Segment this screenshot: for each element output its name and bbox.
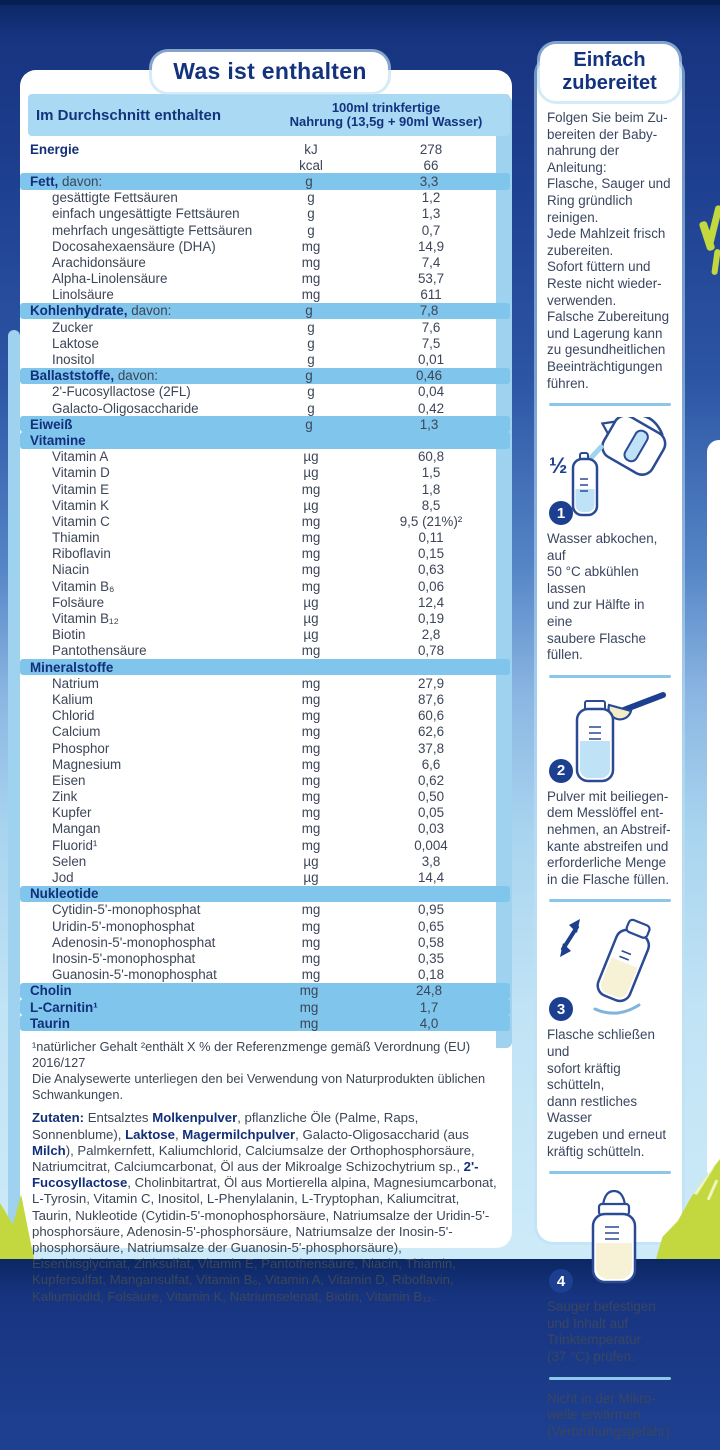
table-row: mehrfach ungesättigte Fettsäuren g 0,7 xyxy=(52,222,441,238)
table-row: Kalium mg 87,6 xyxy=(52,691,445,707)
table-row: Calcium mg 62,6 xyxy=(52,724,445,740)
table-row: Cytidin-5'-monophosphat mg 0,95 xyxy=(52,902,445,918)
table-row: Uridin-5'-monophosphat mg 0,65 xyxy=(52,918,445,934)
preparation-panel: Folgen Sie beim Zu- bereiten der Baby- n… xyxy=(537,58,682,1439)
table-header-value: 100ml trinkfertige Nahrung (13,5g + 90ml… xyxy=(289,99,483,129)
table-row: Nukleotide xyxy=(20,885,510,902)
divider xyxy=(549,403,671,407)
table-row: gesättigte Fettsäuren g 1,2 xyxy=(52,190,441,206)
prep-step-4-figure: 4 xyxy=(547,1185,673,1295)
table-row: Guanosin-5'-monophosphat mg 0,18 xyxy=(52,967,445,983)
kettle-pour-icon: ½ xyxy=(549,413,667,517)
step-number-badge: 2 xyxy=(549,758,573,783)
prep-step-1-figure: ½ 1 xyxy=(547,413,673,527)
table-row: Adenosin-5'-monophosphat mg 0,58 xyxy=(52,934,445,950)
table-row: kcal 66 xyxy=(299,157,439,173)
table-row: Alpha-Linolensäure mg 53,7 xyxy=(52,271,445,287)
table-row: Vitamin B₁₂ µg 0,19 xyxy=(52,611,445,627)
step-number-badge: 3 xyxy=(549,997,573,1022)
table-row: Inositol g 0,01 xyxy=(52,352,445,368)
table-row: Zink mg 0,50 xyxy=(52,789,445,805)
table-row: Folsäure µg 12,4 xyxy=(52,594,445,610)
table-row: Mineralstoffe xyxy=(20,659,510,676)
prep-step-4-text: Sauger befestigen und Inhalt auf Trinkte… xyxy=(547,1299,656,1364)
table-row: Phosphor mg 37,8 xyxy=(52,740,445,756)
scoop-bottle-icon xyxy=(575,691,666,783)
prep-intro: Folgen Sie beim Zu- bereiten der Baby- n… xyxy=(547,110,671,391)
prep-step-1-text: Wasser abkochen, auf 50 °C abkühlen lass… xyxy=(547,531,658,663)
table-row: Selen µg 3,8 xyxy=(52,853,441,869)
table-row: Mangan mg 0,03 xyxy=(52,821,445,837)
table-row: Fluorid¹ mg 0,004 xyxy=(52,837,448,853)
table-body: Energie kJ 278 kcal 66 Fett, davon: g 3,3 gesätt… xyxy=(20,141,512,1032)
step-number-badge: 1 xyxy=(549,501,573,526)
footnote-line2: Die Analysewerte unterliegen den bei Ver… xyxy=(32,1071,486,1103)
table-row: Galacto-Oligosaccharide g 0,42 xyxy=(52,400,445,416)
panel-inner-band xyxy=(496,96,512,1048)
prep-step-2-text: Pulver mit beiliegen- dem Messlöffel ent… xyxy=(547,788,671,887)
table-row: Riboflavin mg 0,15 xyxy=(52,546,445,562)
half-quantity-label: ½ xyxy=(549,453,567,478)
prep-step-2-figure: 2 xyxy=(547,689,673,785)
table-row: Fett, davon: g 3,3 xyxy=(20,173,510,190)
left-panel-title: Was ist enthalten xyxy=(152,52,388,92)
shake-bottle-icon xyxy=(560,919,651,1016)
adjacent-panel-edge xyxy=(707,440,720,1175)
table-row: Kupfer mg 0,05 xyxy=(52,805,445,821)
divider xyxy=(549,674,671,678)
table-row: Energie kJ 278 xyxy=(30,141,443,157)
table-row: Vitamine xyxy=(20,432,510,449)
prep-step-3-figure: 3 xyxy=(547,913,673,1023)
table-row: Eisen mg 0,62 xyxy=(52,772,445,788)
table-row: 2'-Fucosyllactose (2FL) g 0,04 xyxy=(52,384,445,400)
footnote: ¹natürlicher Gehalt ²enthält X % der Ref… xyxy=(32,1039,500,1103)
microwave-warning-text: Nicht in der Mikro- welle erwärmen (Verb… xyxy=(547,1390,674,1439)
divider xyxy=(549,899,671,903)
table-row: Docosahexaensäure (DHA) mg 14,9 xyxy=(52,238,445,254)
table-row: Pantothensäure mg 0,78 xyxy=(52,643,445,659)
table-row: L-Carnitin¹ mg 1,7 xyxy=(20,998,510,1016)
table-row: Taurin mg 4,0 xyxy=(20,1015,510,1032)
step-number-badge: 4 xyxy=(549,1269,573,1294)
table-row: Thiamin mg 0,11 xyxy=(52,530,444,546)
prep-step-3-text: Flasche schließen und sofort kräftig sch… xyxy=(547,1027,667,1159)
nutrition-panel: Im Durchschnitt enthalten 100ml trinkfer… xyxy=(20,70,512,1304)
divider xyxy=(549,1376,671,1380)
table-row: Arachidonsäure mg 7,4 xyxy=(52,254,441,270)
table-row: Laktose g 7,5 xyxy=(52,335,441,351)
table-row: Chlorid mg 60,6 xyxy=(52,708,445,724)
table-row: Ballaststoffe, davon: g 0,46 xyxy=(20,367,510,384)
table-row: Magnesium mg 6,6 xyxy=(52,756,441,772)
table-row: einfach ungesättigte Fettsäuren g 1,3 xyxy=(52,206,441,222)
grass-decoration-right xyxy=(696,204,720,283)
table-row: Zucker g 7,6 xyxy=(52,319,441,335)
package-fold-highlight xyxy=(8,330,20,1235)
table-row: Niacin mg 0,63 xyxy=(52,562,445,578)
right-panel-title: Einfach zubereitet xyxy=(540,44,679,101)
table-row: Biotin µg 2,8 xyxy=(52,627,441,643)
ingredients-paragraph: Zutaten: Entsalztes Molkenpulver, pflanz… xyxy=(32,1110,497,1304)
table-row: Jod µg 14,4 xyxy=(52,870,445,886)
table-row: Natrium mg 27,9 xyxy=(52,675,445,691)
divider xyxy=(549,1171,671,1175)
table-row: Linolsäure mg 611 xyxy=(52,287,442,303)
table-row: Cholin mg 24,8 xyxy=(20,982,510,999)
table-header-label: Im Durchschnitt enthalten xyxy=(36,106,222,124)
footnote-line1: ¹natürlicher Gehalt ²enthält X % der Ref… xyxy=(32,1039,471,1071)
table-row: Kohlenhydrate, davon: g 7,8 xyxy=(20,302,510,320)
table-row: Eiweiß g 1,3 xyxy=(20,416,510,433)
nutrition-table: Im Durchschnitt enthalten 100ml trinkfer… xyxy=(20,70,512,1032)
package-top-edge xyxy=(0,0,720,5)
table-row: Inosin-5'-monophosphat mg 0,35 xyxy=(52,950,445,966)
table-row: Vitamin B₆ mg 0,06 xyxy=(52,578,445,594)
table-header-row: Im Durchschnitt enthalten 100ml trinkfer… xyxy=(28,94,510,136)
